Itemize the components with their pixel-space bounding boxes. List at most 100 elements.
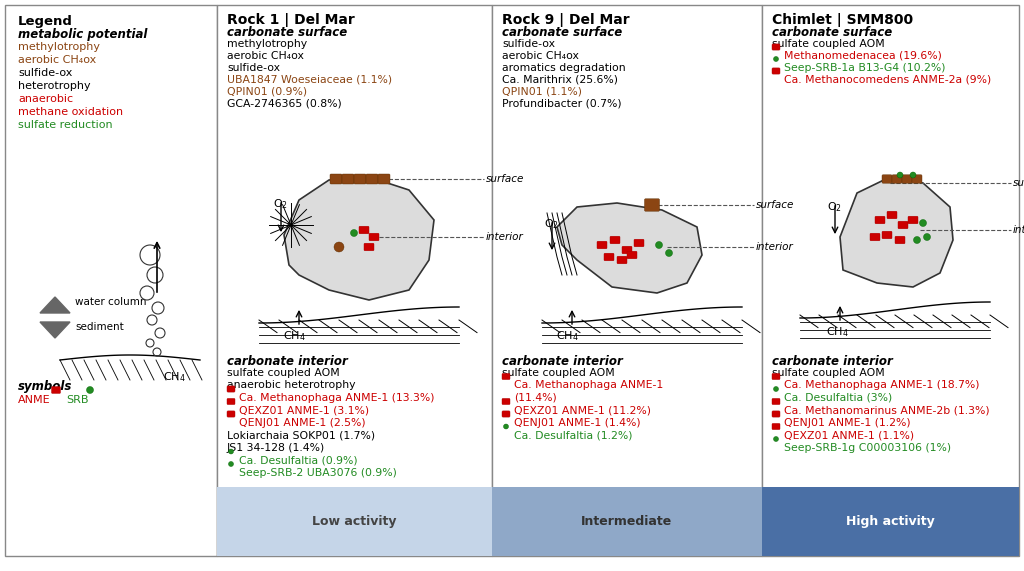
FancyBboxPatch shape bbox=[902, 175, 912, 183]
Text: carbonate surface: carbonate surface bbox=[772, 26, 892, 39]
FancyBboxPatch shape bbox=[772, 68, 780, 74]
Polygon shape bbox=[40, 297, 70, 313]
Text: carbonate surface: carbonate surface bbox=[227, 26, 347, 39]
FancyBboxPatch shape bbox=[634, 239, 644, 247]
Text: QEXZ01 ANME-1 (11.2%): QEXZ01 ANME-1 (11.2%) bbox=[514, 405, 651, 416]
Text: aerobic CH₄ox: aerobic CH₄ox bbox=[502, 51, 579, 61]
Text: sulfate reduction: sulfate reduction bbox=[18, 120, 113, 130]
Text: Profundibacter (0.7%): Profundibacter (0.7%) bbox=[502, 99, 622, 109]
Polygon shape bbox=[284, 177, 434, 300]
FancyBboxPatch shape bbox=[364, 243, 374, 251]
Text: sulfide-ox: sulfide-ox bbox=[502, 39, 555, 49]
FancyBboxPatch shape bbox=[912, 175, 922, 183]
FancyBboxPatch shape bbox=[597, 241, 607, 249]
Text: sulfate coupled AOM: sulfate coupled AOM bbox=[502, 368, 614, 378]
Text: methylotrophy: methylotrophy bbox=[18, 42, 100, 52]
Text: interior: interior bbox=[1013, 225, 1024, 235]
Circle shape bbox=[228, 449, 233, 454]
Text: methylotrophy: methylotrophy bbox=[227, 39, 307, 49]
Text: sulfate coupled AOM: sulfate coupled AOM bbox=[772, 39, 885, 49]
Text: carbonate interior: carbonate interior bbox=[227, 355, 348, 368]
Bar bbox=[217, 487, 492, 556]
Text: Intermediate: Intermediate bbox=[582, 515, 673, 528]
Text: surface: surface bbox=[756, 200, 795, 210]
Text: Ca. Marithrix (25.6%): Ca. Marithrix (25.6%) bbox=[502, 75, 618, 85]
Text: QENJ01 ANME-1 (1.2%): QENJ01 ANME-1 (1.2%) bbox=[784, 418, 910, 428]
Bar bbox=[492, 5, 762, 556]
Text: aerobic CH₄ox: aerobic CH₄ox bbox=[18, 55, 96, 65]
Bar bbox=[762, 5, 1019, 556]
Text: Ca. Methanophaga ANME-1 (13.3%): Ca. Methanophaga ANME-1 (13.3%) bbox=[239, 393, 434, 403]
FancyBboxPatch shape bbox=[369, 233, 379, 241]
Circle shape bbox=[666, 250, 673, 256]
Text: sulfide-ox: sulfide-ox bbox=[18, 68, 73, 78]
Text: SRB: SRB bbox=[66, 395, 88, 405]
Circle shape bbox=[334, 242, 344, 252]
Text: carbonate interior: carbonate interior bbox=[772, 355, 893, 368]
Circle shape bbox=[350, 230, 357, 236]
Text: carbonate surface: carbonate surface bbox=[502, 26, 623, 39]
Circle shape bbox=[773, 436, 778, 441]
Bar bbox=[5, 5, 217, 556]
Circle shape bbox=[86, 387, 93, 393]
Text: Ca. Methanophaga ANME-1 (18.7%): Ca. Methanophaga ANME-1 (18.7%) bbox=[784, 380, 980, 391]
Text: surface: surface bbox=[486, 174, 524, 184]
Text: water column: water column bbox=[75, 297, 146, 307]
FancyBboxPatch shape bbox=[366, 174, 378, 184]
Text: Ca. Desulfaltia (1.2%): Ca. Desulfaltia (1.2%) bbox=[514, 431, 633, 440]
FancyBboxPatch shape bbox=[359, 226, 369, 234]
Text: O$_2$: O$_2$ bbox=[273, 197, 289, 211]
Text: Seep-SRB-2 UBA3076 (0.9%): Seep-SRB-2 UBA3076 (0.9%) bbox=[239, 468, 397, 478]
Text: Seep-SRB-1g C00003106 (1%): Seep-SRB-1g C00003106 (1%) bbox=[784, 443, 951, 453]
FancyBboxPatch shape bbox=[898, 221, 908, 229]
FancyBboxPatch shape bbox=[227, 386, 234, 392]
Circle shape bbox=[910, 172, 916, 178]
Text: interior: interior bbox=[756, 242, 794, 252]
FancyBboxPatch shape bbox=[227, 399, 234, 405]
Text: Methanomedenacea (19.6%): Methanomedenacea (19.6%) bbox=[784, 51, 942, 61]
FancyBboxPatch shape bbox=[354, 174, 366, 184]
Text: Chimlet | SMM800: Chimlet | SMM800 bbox=[772, 13, 913, 27]
Polygon shape bbox=[557, 203, 702, 293]
Text: CH$_4$: CH$_4$ bbox=[163, 370, 185, 384]
FancyBboxPatch shape bbox=[627, 251, 637, 259]
FancyBboxPatch shape bbox=[227, 411, 234, 417]
Text: Rock 9 | Del Mar: Rock 9 | Del Mar bbox=[502, 13, 630, 27]
Text: Ca. Desulfaltia (3%): Ca. Desulfaltia (3%) bbox=[784, 393, 892, 403]
Circle shape bbox=[773, 387, 778, 392]
Bar bbox=[217, 5, 492, 556]
Text: Ca. Methanocomedens ANME-2a (9%): Ca. Methanocomedens ANME-2a (9%) bbox=[784, 75, 991, 85]
Text: QPIN01 (1.1%): QPIN01 (1.1%) bbox=[502, 87, 582, 97]
Text: Legend: Legend bbox=[18, 15, 73, 28]
Text: Lokiarchaia SOKP01 (1.7%): Lokiarchaia SOKP01 (1.7%) bbox=[227, 431, 375, 440]
Circle shape bbox=[655, 242, 663, 248]
FancyBboxPatch shape bbox=[378, 174, 390, 184]
Text: UBA1847 Woeseiaceae (1.1%): UBA1847 Woeseiaceae (1.1%) bbox=[227, 75, 392, 85]
FancyBboxPatch shape bbox=[342, 174, 354, 184]
Text: aromatics degradation: aromatics degradation bbox=[502, 63, 626, 73]
FancyBboxPatch shape bbox=[772, 399, 780, 405]
Bar bbox=[762, 487, 1019, 556]
Text: Ca. Desulfaltia (0.9%): Ca. Desulfaltia (0.9%) bbox=[239, 456, 357, 465]
Text: JS1 34-128 (1.4%): JS1 34-128 (1.4%) bbox=[227, 443, 326, 453]
Text: Ca. Methanophaga ANME-1: Ca. Methanophaga ANME-1 bbox=[514, 380, 664, 391]
FancyBboxPatch shape bbox=[502, 411, 510, 417]
Circle shape bbox=[228, 461, 233, 467]
Text: CH$_4$: CH$_4$ bbox=[283, 329, 305, 343]
FancyBboxPatch shape bbox=[502, 373, 510, 380]
Text: QENJ01 ANME-1 (2.5%): QENJ01 ANME-1 (2.5%) bbox=[239, 418, 366, 428]
Polygon shape bbox=[40, 322, 70, 338]
Text: Seep-SRB-1a B13-G4 (10.2%): Seep-SRB-1a B13-G4 (10.2%) bbox=[784, 63, 945, 73]
Text: aerobic CH₄ox: aerobic CH₄ox bbox=[227, 51, 304, 61]
Text: O$_2$: O$_2$ bbox=[827, 200, 843, 214]
Bar bbox=[492, 487, 762, 556]
Circle shape bbox=[920, 219, 927, 227]
FancyBboxPatch shape bbox=[882, 175, 892, 183]
FancyBboxPatch shape bbox=[622, 246, 632, 254]
Circle shape bbox=[924, 234, 931, 240]
Text: (11.4%): (11.4%) bbox=[514, 393, 557, 403]
Circle shape bbox=[913, 236, 921, 243]
Text: sulfate coupled AOM: sulfate coupled AOM bbox=[772, 368, 885, 378]
FancyBboxPatch shape bbox=[772, 44, 780, 50]
Text: methane oxidation: methane oxidation bbox=[18, 107, 123, 117]
